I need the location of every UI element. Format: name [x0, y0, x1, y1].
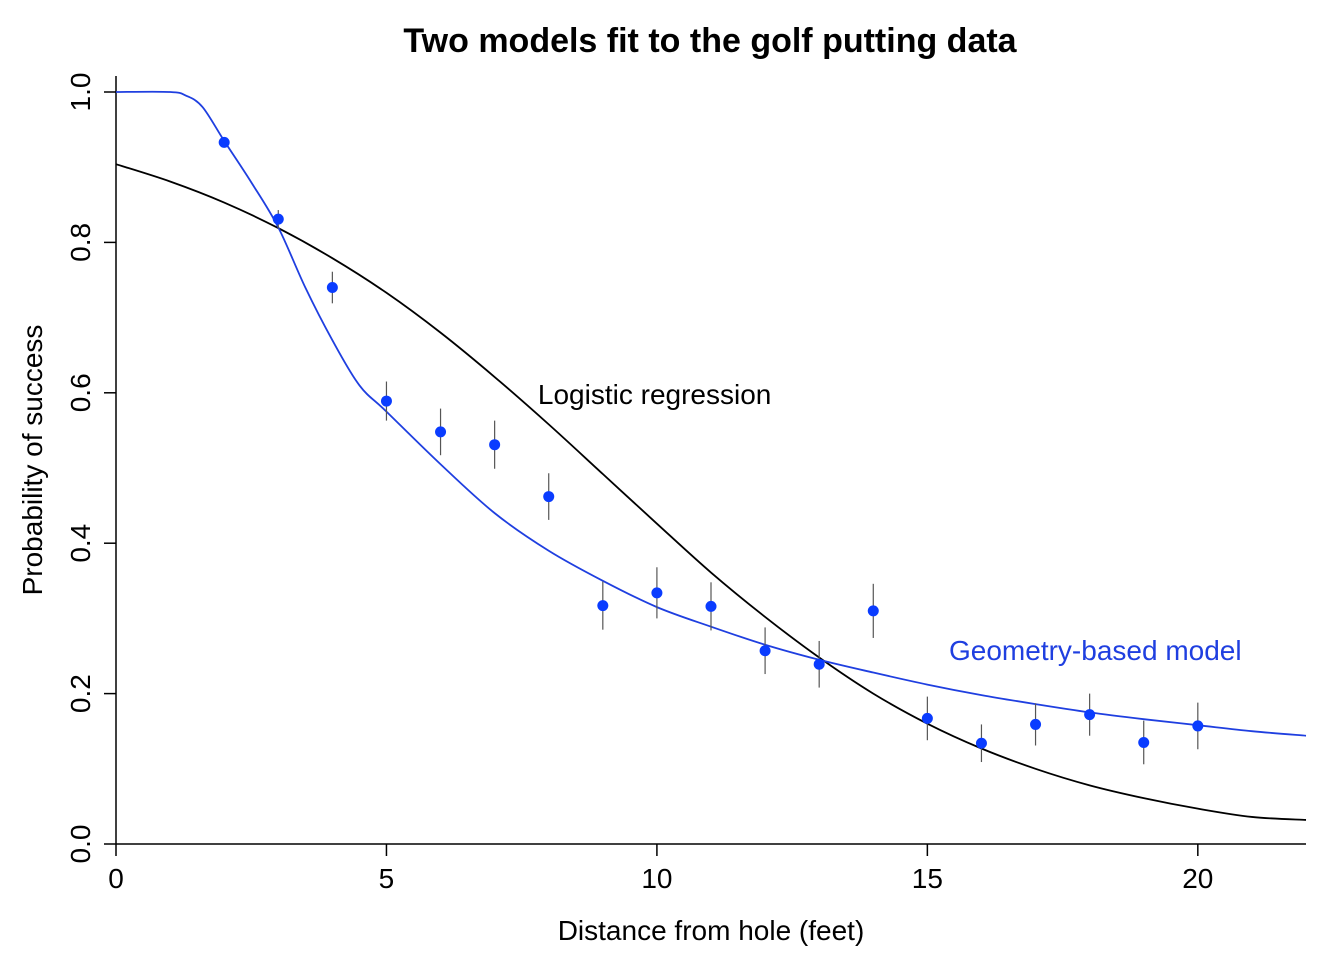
annotation-logistic-regression: Logistic regression	[538, 379, 771, 410]
y-axis-label: Probability of success	[17, 325, 48, 596]
data-point-16	[975, 737, 987, 749]
geometry-model-curve	[115, 90, 1307, 737]
data-point-20	[1192, 720, 1204, 732]
y-tick-label-0.0: 0.0	[65, 825, 96, 864]
data-point-12	[759, 645, 771, 657]
error-bars	[223, 140, 1199, 765]
x-tick-label-15: 15	[912, 863, 943, 894]
x-tick-label-20: 20	[1182, 863, 1213, 894]
data-point-17	[1030, 718, 1042, 730]
data-point-9	[597, 600, 609, 612]
x-axis-label: Distance from hole (feet)	[558, 915, 865, 946]
y-tick-label-0.6: 0.6	[65, 373, 96, 412]
y-tick-label-0.8: 0.8	[65, 223, 96, 262]
data-point-8	[543, 491, 555, 503]
data-point-19	[1138, 736, 1150, 748]
chart-title: Two models fit to the golf putting data	[403, 22, 1017, 60]
logistic-regression-curve	[115, 163, 1307, 821]
data-point-5	[380, 395, 392, 407]
data-point-2	[218, 136, 230, 148]
x-tick-label-10: 10	[641, 863, 672, 894]
data-point-10	[651, 587, 663, 599]
annotations: Logistic regression Geometry-based model	[538, 379, 1242, 666]
data-point-15	[921, 712, 933, 724]
data-point-4	[326, 282, 338, 294]
data-point-14	[867, 605, 879, 617]
annotation-geometry-based-model: Geometry-based model	[949, 635, 1242, 666]
data-point-18	[1084, 709, 1096, 721]
data-point-6	[435, 426, 447, 438]
data-point-11	[705, 600, 717, 612]
x-tick-label-0: 0	[108, 863, 124, 894]
y-tick-label-1.0: 1.0	[65, 73, 96, 112]
y-tick-label-0.2: 0.2	[65, 674, 96, 713]
y-tick-label-0.4: 0.4	[65, 524, 96, 563]
y-ticks: 0.0 0.2 0.4 0.6 0.8 1.0	[65, 73, 116, 864]
x-ticks: 0 5 10 15 20	[108, 844, 1213, 894]
axes	[115, 76, 1306, 845]
data-point-13	[813, 658, 825, 670]
model-curves	[115, 90, 1307, 821]
data-point-7	[489, 439, 501, 451]
x-tick-label-5: 5	[379, 863, 395, 894]
data-point-3	[272, 213, 284, 225]
data-points	[218, 136, 1204, 749]
